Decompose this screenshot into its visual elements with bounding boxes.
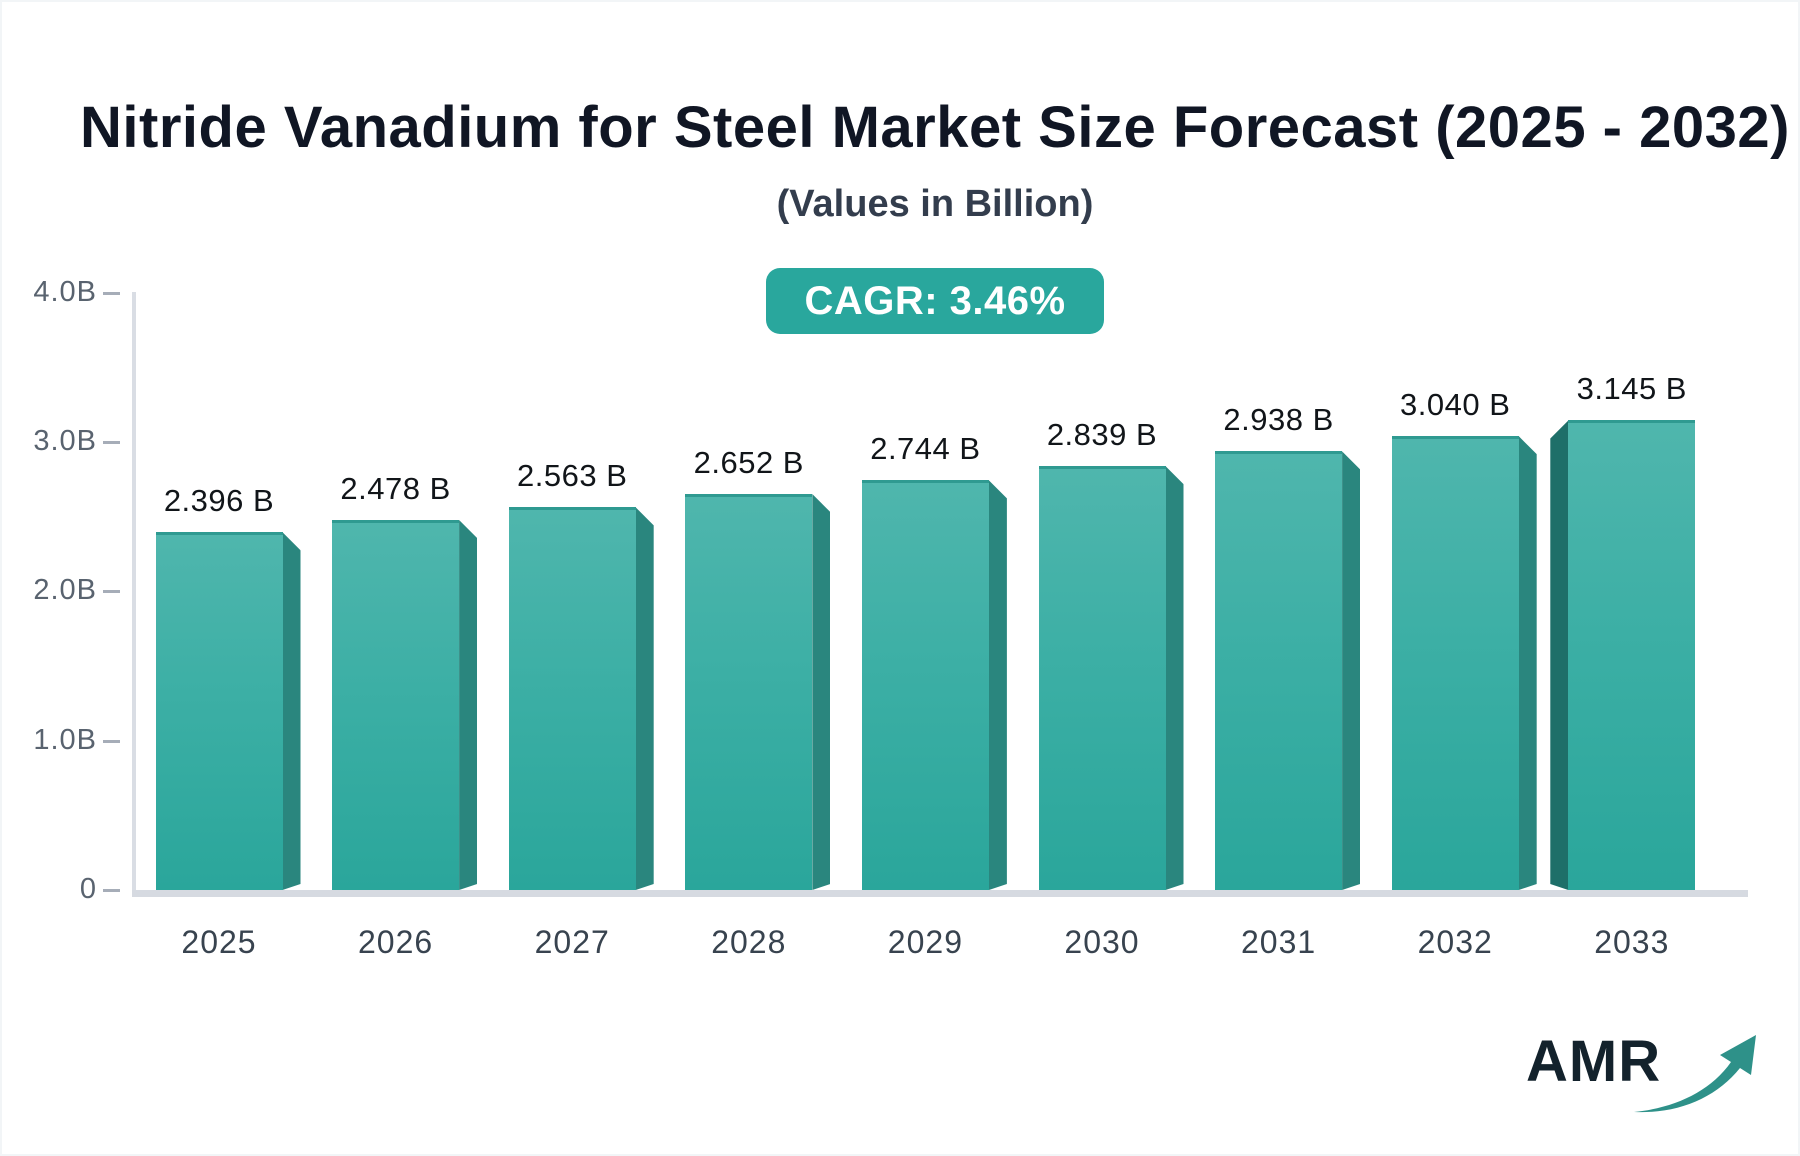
y-axis-tick-mark: [103, 590, 120, 594]
bar-front-face-2030: [1038, 466, 1166, 890]
bar-value-label: 2.839 B: [1046, 417, 1158, 453]
chart-header: Nitride Vanadium for Steel Market Size F…: [2, 2, 1798, 334]
bar-side-face: [989, 480, 1007, 890]
bar-value-label: 2.478 B: [340, 471, 451, 507]
x-axis-label: 2028: [711, 924, 787, 960]
bar-side-face: [1519, 436, 1537, 890]
x-axis-label: 2025: [181, 924, 257, 960]
bar-front-face-2028: [685, 494, 813, 890]
x-axis-label: 2033: [1594, 924, 1670, 960]
y-axis-tick-label: 2.0B: [33, 574, 97, 607]
y-axis-tick-label: 0: [79, 873, 97, 905]
bar-front-face-2033: [1568, 420, 1696, 890]
bar-side-face: [1550, 420, 1568, 890]
x-axis-label: 2031: [1241, 924, 1317, 960]
bar-side-face: [812, 494, 830, 890]
x-axis-label: 2027: [534, 924, 610, 960]
bar-value-label: 2.652 B: [693, 445, 804, 481]
amr-logo: AMR: [1526, 1028, 1766, 1124]
y-axis-tick-mark: [103, 889, 120, 892]
x-axis-baseline: [132, 890, 1748, 897]
bar-front-face-2027: [508, 507, 636, 890]
bar-value-label: 2.396 B: [163, 483, 275, 519]
chart-subtitle: (Values in Billion): [776, 183, 1094, 225]
bar-value-label: 2.744 B: [870, 431, 981, 467]
y-axis-tick-mark: [103, 291, 120, 295]
bar-front-face-2026: [332, 520, 460, 890]
bar-side-face: [283, 532, 301, 890]
bar-side-face: [636, 507, 654, 890]
bar-side-face: [1342, 451, 1360, 890]
amr-logo-arrow-icon: [1628, 1030, 1764, 1123]
y-axis-tick-label: 4.0B: [33, 275, 97, 308]
y-axis-tick-label: 3.0B: [33, 425, 97, 458]
y-axis-tick-mark: [103, 441, 120, 445]
bar-value-label: 3.145 B: [1576, 371, 1687, 407]
y-axis-tick-label: 1.0B: [33, 723, 97, 756]
chart-title: Nitride Vanadium for Steel Market Size F…: [80, 95, 1790, 160]
amr-logo-text: AMR: [1526, 1029, 1662, 1094]
cagr-badge: CAGR: 3.46%: [766, 268, 1104, 334]
y-axis-tick-mark: [103, 739, 120, 743]
bar-front-face-2029: [861, 480, 989, 890]
x-axis-label: 2026: [358, 924, 434, 960]
bar-side-face: [1166, 466, 1184, 890]
bar-value-label: 3.040 B: [1400, 387, 1511, 423]
bar-value-label: 2.563 B: [517, 458, 628, 494]
x-axis-label: 2029: [887, 924, 963, 960]
bar-value-label: 2.938 B: [1223, 402, 1334, 438]
bar-front-face-2032: [1391, 436, 1519, 890]
x-axis-label: 2032: [1417, 924, 1493, 960]
y-axis-line: [132, 292, 136, 892]
x-axis-label: 2030: [1064, 924, 1140, 960]
bar-side-face: [459, 520, 477, 890]
bar-front-face-2031: [1215, 451, 1343, 890]
bar-front-face-2025: [155, 532, 283, 890]
